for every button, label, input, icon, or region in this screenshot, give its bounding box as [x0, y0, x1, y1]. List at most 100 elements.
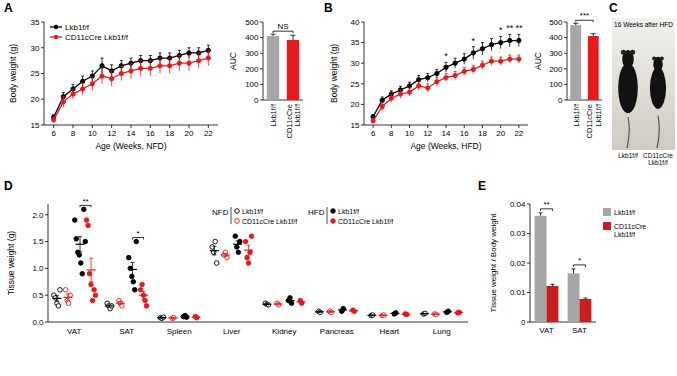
x-tick-label: SAT [119, 327, 134, 336]
y-tick [564, 22, 567, 23]
marker [407, 90, 411, 94]
marker [129, 69, 133, 73]
mouse-ear [621, 50, 626, 55]
dot [58, 288, 63, 293]
marker [51, 118, 55, 122]
error-cap [299, 303, 303, 304]
x-tick-label: 12 [423, 129, 432, 138]
marker [416, 84, 420, 88]
mean-line [181, 316, 190, 317]
panel-letter: B [324, 1, 333, 15]
error-cap [120, 60, 123, 61]
error-cap [265, 304, 269, 305]
y-tick-label: 20 [31, 95, 40, 104]
significance: * [472, 36, 476, 46]
error-cap [426, 73, 429, 74]
y-tick-label: 500 [549, 18, 563, 27]
y-tick [361, 83, 364, 84]
x-tick [208, 125, 209, 128]
mean-line [338, 309, 347, 310]
y-tick [45, 322, 48, 323]
marker [187, 61, 191, 65]
error-cap [183, 316, 187, 317]
legend-divider [327, 207, 328, 224]
x-tick-label: 14 [127, 129, 136, 138]
plot-area [52, 207, 463, 320]
y-tick-label: 100 [549, 80, 563, 89]
x-tick [73, 125, 74, 128]
error-cap [197, 47, 200, 48]
error-cap [408, 82, 411, 83]
x-tick-label: Heart [379, 327, 399, 336]
photo [612, 18, 675, 150]
series-line [373, 41, 519, 117]
error-cap [72, 84, 75, 85]
y-tick [527, 263, 530, 264]
y-tick-label: 0 [558, 96, 563, 105]
x-tick-label: 10 [405, 129, 414, 138]
x-tick [53, 125, 54, 128]
series-line [54, 50, 209, 117]
x-tick-label: Pancreas [320, 327, 354, 336]
mean-line [454, 312, 463, 313]
y-tick-label: 15 [351, 121, 360, 130]
x-tick-label: 6 [51, 129, 56, 138]
error-cap [370, 315, 374, 316]
y-tick-label: 1.0 [32, 264, 44, 273]
error-cap [55, 295, 59, 296]
error-cap [66, 294, 70, 295]
dot [144, 304, 149, 309]
y-tick-label: 15 [31, 121, 40, 130]
error-cap [236, 247, 240, 248]
error-cap [481, 42, 484, 43]
error-cap [130, 63, 133, 64]
y-tick-label: 0.5 [32, 291, 44, 300]
error-cap [168, 58, 171, 59]
y-tick-label: 0 [254, 96, 259, 105]
legend-label: Lkb1f/f [242, 208, 263, 215]
marker [71, 92, 75, 96]
error-cap [247, 245, 251, 246]
x-tick-label: 16 [460, 129, 469, 138]
error-cap [408, 87, 411, 88]
marker [148, 66, 152, 70]
marker [489, 42, 493, 46]
y-tick [260, 68, 263, 69]
x-tick-label: 20 [496, 129, 505, 138]
x-tick [500, 125, 501, 128]
plot-area [51, 45, 210, 122]
dot [236, 250, 241, 255]
x-tick-label: Lkb1f/f [572, 103, 581, 126]
error-bar [214, 246, 215, 255]
y-tick [564, 68, 567, 69]
photo-title: 16 Weeks after HFD [614, 21, 673, 28]
x-tick-label: 22 [514, 129, 523, 138]
error-cap [271, 34, 276, 35]
marker [158, 64, 162, 68]
y-tick-label: 200 [549, 65, 563, 74]
error-cap [78, 251, 82, 252]
y-axis-title: Body weight (g) [329, 44, 339, 103]
error-cap [417, 75, 420, 76]
marker [109, 76, 113, 80]
y-tick-label: 0.04 [510, 200, 526, 209]
error-bar [67, 294, 68, 300]
error-cap [247, 254, 251, 255]
error-bar [56, 296, 57, 301]
marker [508, 57, 512, 61]
significance: * [499, 25, 503, 35]
mean-line [157, 317, 166, 318]
dot [81, 207, 86, 212]
mean-line [262, 304, 271, 305]
error-cap [352, 311, 356, 312]
x-tick [446, 125, 447, 128]
error-cap [288, 298, 292, 299]
mouse-ear [652, 56, 656, 60]
error-cap [118, 301, 122, 302]
error-cap [212, 254, 216, 255]
error-cap [457, 312, 461, 313]
marker [177, 61, 181, 65]
marker [389, 96, 393, 100]
error-cap [393, 312, 397, 313]
marker [61, 100, 65, 104]
